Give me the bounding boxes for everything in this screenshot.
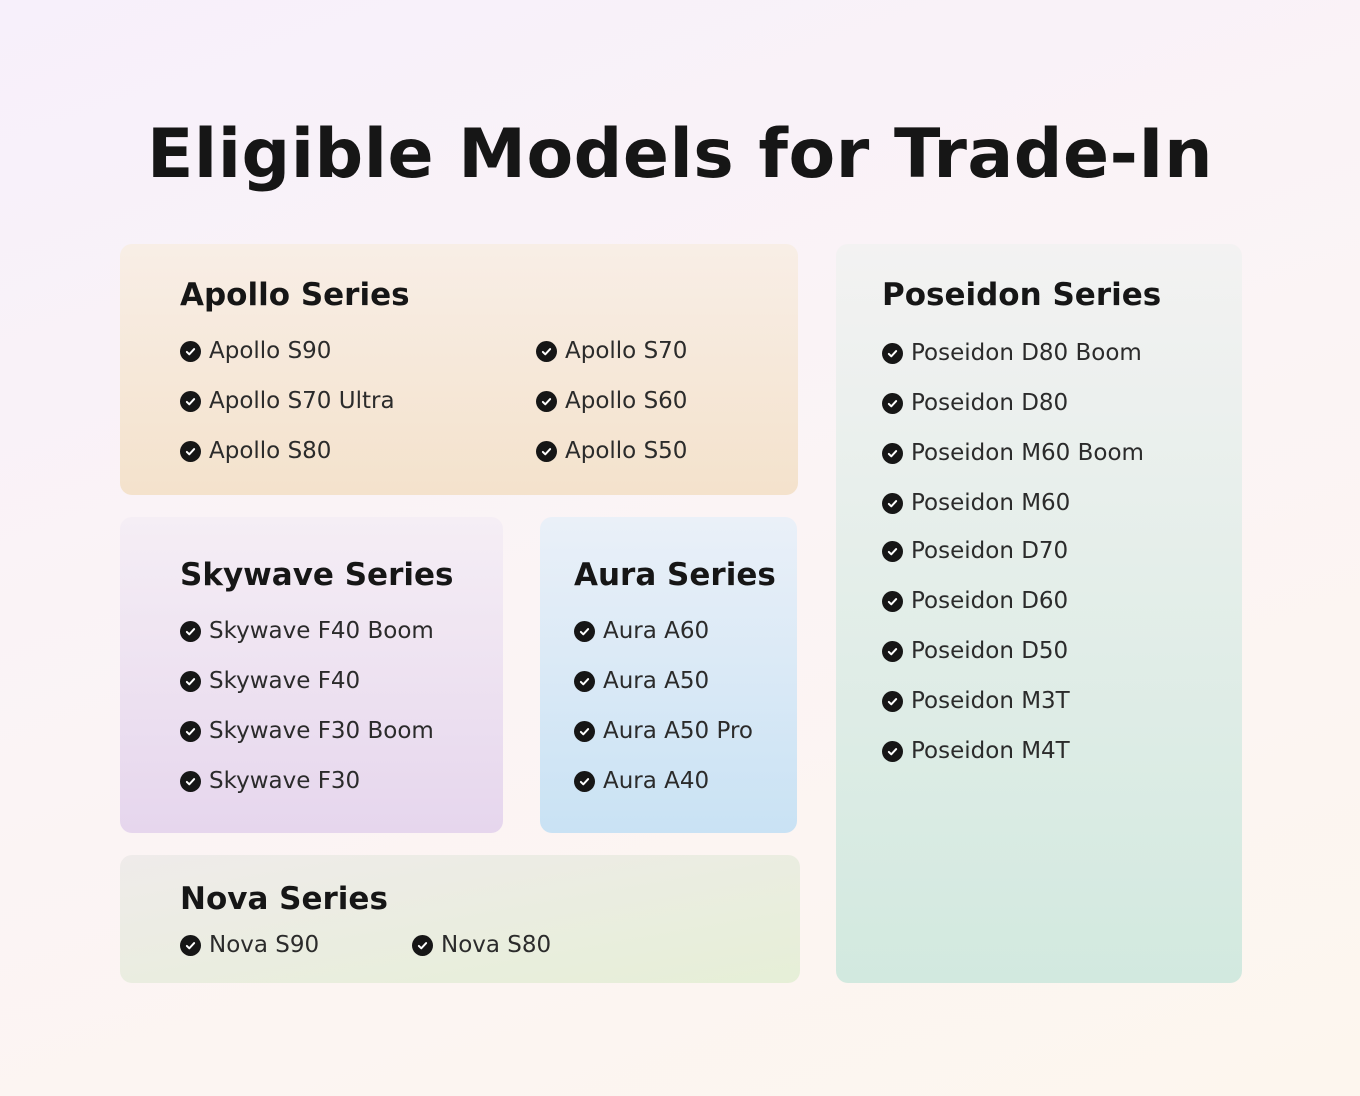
model-list-item: Apollo S80 [180,436,331,466]
check-circle-icon [180,770,201,792]
check-circle-icon [574,770,595,792]
model-list-item: Poseidon M4T [882,736,1070,766]
model-list-item: Aura A40 [574,766,709,796]
model-name: Nova S80 [441,932,552,958]
check-circle-icon [574,670,595,692]
model-list-item: Aura A50 Pro [574,716,753,746]
model-name: Apollo S70 [565,338,688,364]
model-name: Poseidon M3T [911,688,1070,714]
aura-series-card: Aura Series Aura A60 Aura A50 Aura A50 Pro A… [540,517,797,833]
model-list-item: Poseidon D80 Boom [882,338,1142,368]
check-circle-icon [536,340,557,362]
model-name: Apollo S70 Ultra [209,388,395,414]
model-name: Poseidon D70 [911,538,1069,564]
model-list-item: Poseidon D50 [882,636,1068,666]
check-circle-icon [574,620,595,642]
model-list-item: Apollo S60 [536,386,687,416]
model-name: Apollo S90 [209,338,332,364]
check-circle-icon [882,540,903,562]
model-name: Skywave F30 [209,768,361,794]
model-list-item: Nova S80 [412,930,551,960]
model-name: Aura A60 [603,618,710,644]
check-circle-icon [574,720,595,742]
poseidon-series-title: Poseidon Series [882,277,1162,313]
model-name: Apollo S50 [565,438,688,464]
check-circle-icon [536,440,557,462]
check-circle-icon [882,392,903,414]
model-name: Skywave F40 [209,668,361,694]
apollo-series-card: Apollo Series Apollo S90 Apollo S70 Ultra A… [120,244,798,495]
skywave-series-card: Skywave Series Skywave F40 Boom Skywave F4… [120,517,503,833]
model-list-item: Nova S90 [180,930,319,960]
model-name: Apollo S60 [565,388,688,414]
check-circle-icon [180,390,201,412]
model-name: Aura A50 [603,668,710,694]
model-name: Apollo S80 [209,438,332,464]
model-list-item: Skywave F40 [180,666,360,696]
model-name: Poseidon D80 [911,390,1069,416]
model-list-item: Apollo S70 [536,336,687,366]
check-circle-icon [180,934,201,956]
check-circle-icon [882,492,903,514]
model-name: Aura A50 Pro [603,718,753,744]
model-list-item: Skywave F30 Boom [180,716,434,746]
model-list-item: Poseidon M3T [882,686,1070,716]
model-name: Poseidon D60 [911,588,1069,614]
poseidon-series-card: Poseidon Series Poseidon D80 Boom Poseidon… [836,244,1242,983]
model-list-item: Aura A50 [574,666,709,696]
page-title: Eligible Models for Trade-In [146,115,1214,194]
model-list-item: Apollo S70 Ultra [180,386,395,416]
model-name: Nova S90 [209,932,320,958]
nova-series-title: Nova Series [180,881,388,917]
model-name: Poseidon D50 [911,638,1069,664]
nova-series-card: Nova Series Nova S90 Nova S80 [120,855,800,983]
check-circle-icon [180,670,201,692]
check-circle-icon [882,442,903,464]
model-list-item: Skywave F30 [180,766,360,796]
model-name: Poseidon M4T [911,738,1070,764]
check-circle-icon [180,620,201,642]
check-circle-icon [536,390,557,412]
model-name: Skywave F30 Boom [209,718,434,744]
check-circle-icon [882,342,903,364]
model-list-item: Poseidon M60 Boom [882,438,1144,468]
aura-series-title: Aura Series [574,557,776,593]
model-list-item: Skywave F40 Boom [180,616,434,646]
model-list-item: Poseidon D60 [882,586,1068,616]
model-name: Poseidon D80 Boom [911,340,1142,366]
check-circle-icon [180,340,201,362]
check-circle-icon [412,934,433,956]
model-list-item: Apollo S50 [536,436,687,466]
check-circle-icon [882,590,903,612]
apollo-series-title: Apollo Series [180,277,410,313]
skywave-series-title: Skywave Series [180,557,454,593]
model-name: Skywave F40 Boom [209,618,434,644]
check-circle-icon [180,440,201,462]
check-circle-icon [882,640,903,662]
model-name: Poseidon M60 [911,490,1071,516]
check-circle-icon [882,690,903,712]
model-list-item: Poseidon D80 [882,388,1068,418]
check-circle-icon [882,740,903,762]
model-name: Aura A40 [603,768,710,794]
model-list-item: Poseidon D70 [882,536,1068,566]
model-list-item: Aura A60 [574,616,709,646]
model-name: Poseidon M60 Boom [911,440,1144,466]
model-list-item: Poseidon M60 [882,488,1070,518]
model-list-item: Apollo S90 [180,336,331,366]
check-circle-icon [180,720,201,742]
